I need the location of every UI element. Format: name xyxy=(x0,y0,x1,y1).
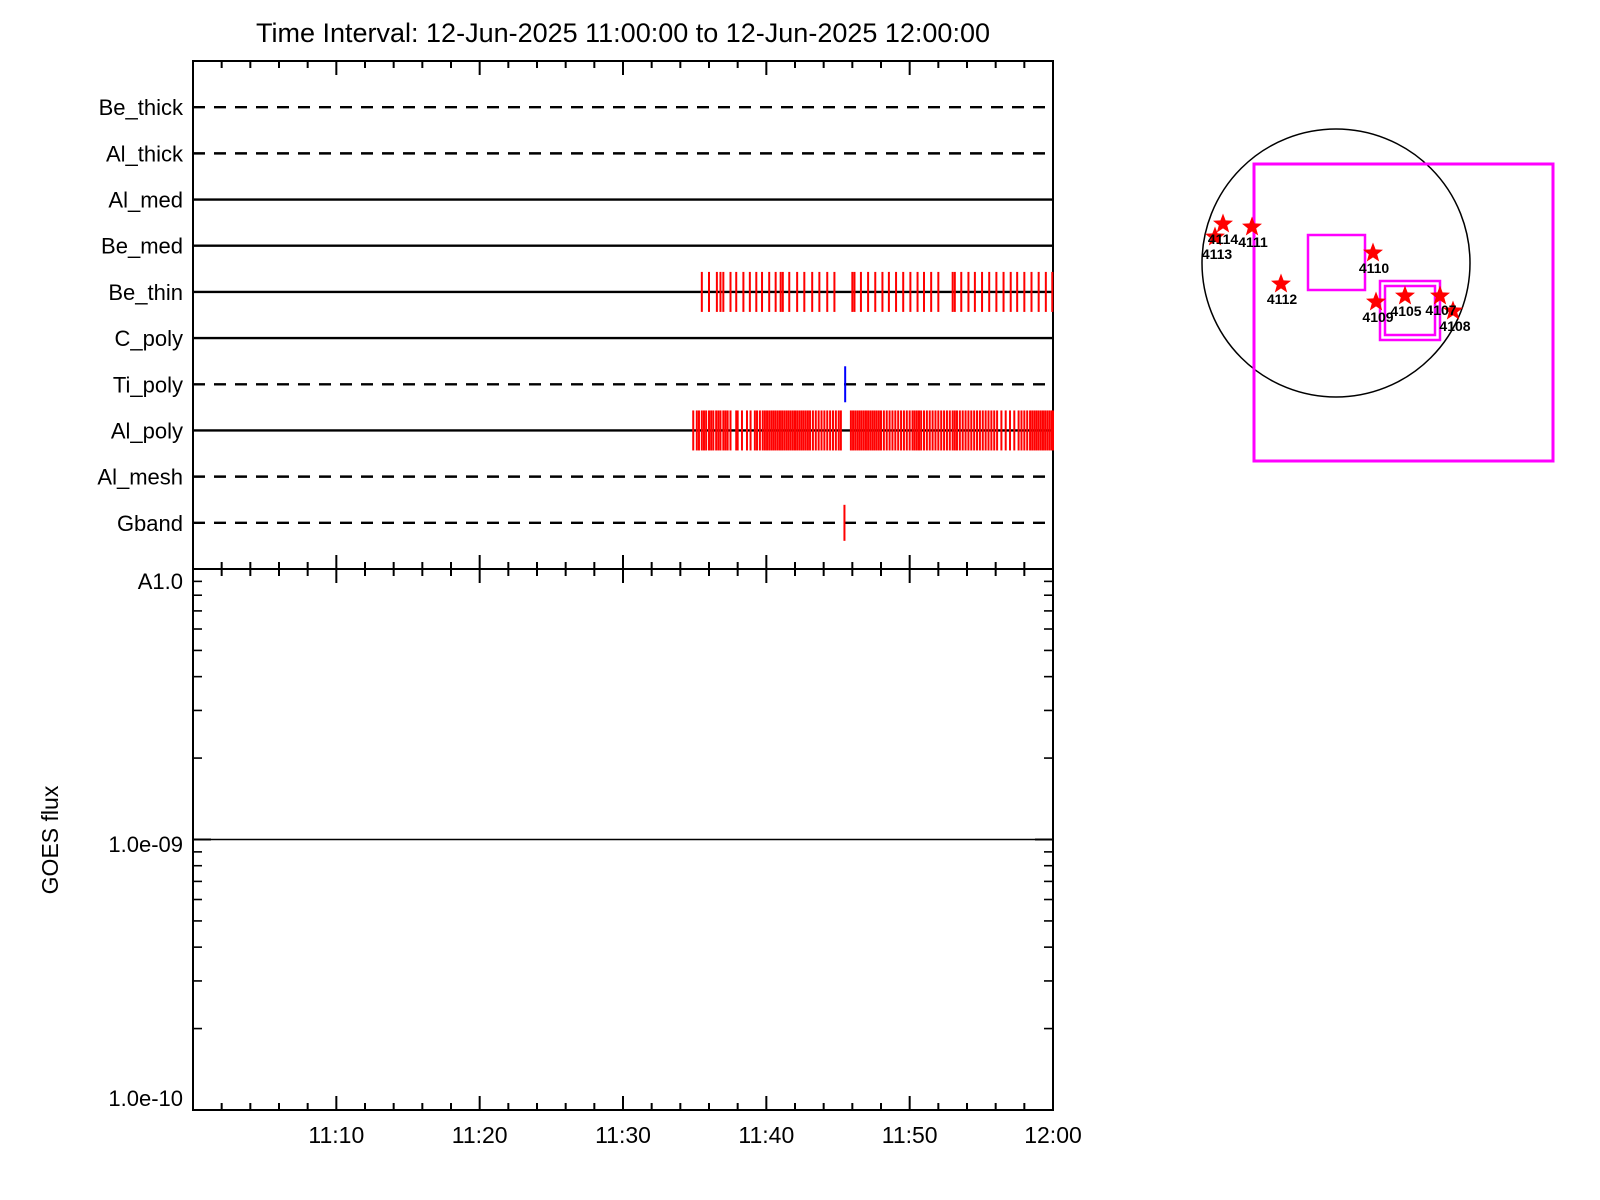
filter-row-label: Be_med xyxy=(101,234,183,259)
active-region-label: 4111 xyxy=(1238,234,1268,250)
plot-title: Time Interval: 12-Jun-2025 11:00:00 to 1… xyxy=(256,18,990,48)
active-region-label: 4114 xyxy=(1208,231,1239,247)
timeline-plot-border xyxy=(192,60,1054,570)
goes-ytick-label-1e-09: 1.0e-09 xyxy=(108,832,183,857)
filter-row-label: Al_med xyxy=(108,188,183,213)
active-region-star xyxy=(1430,285,1450,305)
x-tick-label: 11:30 xyxy=(595,1122,651,1148)
active-region-label: 4113 xyxy=(1202,246,1233,262)
active-region-label: 4108 xyxy=(1439,318,1470,334)
fov-box xyxy=(1252,162,1555,463)
x-tick-label: 11:50 xyxy=(882,1122,938,1148)
filter-row-label: Be_thick xyxy=(99,95,184,120)
active-region-star xyxy=(1242,216,1262,236)
active-region-star xyxy=(1395,285,1415,305)
goes-ytick-label-a1: A1.0 xyxy=(138,569,183,594)
fov-box-inner xyxy=(1383,284,1437,337)
active-region-label: 4107 xyxy=(1425,302,1456,318)
active-region-star xyxy=(1366,291,1386,311)
active-region-star xyxy=(1205,226,1225,246)
filter-row-label: Ti_poly xyxy=(113,372,183,397)
goes-y-axis-title: GOES flux xyxy=(37,785,63,894)
active-region-star xyxy=(1271,273,1291,293)
active-region-label: 4109 xyxy=(1362,309,1393,325)
filter-exposure-timeline-plot: Be_thick Al_thick Al_med Be_med Be_thin C_pol… xyxy=(97,60,1054,570)
filter-row-label: Al_thick xyxy=(106,141,184,166)
goes-flux-plot: 11:10 11:20 11:30 11:40 11:50 12:00 xyxy=(192,555,1082,1148)
filter-row-label: Al_poly xyxy=(111,418,183,443)
filter-row-label: Al_mesh xyxy=(97,465,183,490)
fov-box xyxy=(1378,279,1442,342)
solar-limb-circle xyxy=(1201,128,1471,398)
active-region-label: 4105 xyxy=(1390,303,1421,319)
x-tick-label: 11:40 xyxy=(738,1122,794,1148)
x-tick-label: 11:10 xyxy=(308,1122,364,1148)
filter-row-label: Gband xyxy=(117,511,183,536)
active-region-label: 4110 xyxy=(1359,260,1390,276)
x-tick-label: 11:20 xyxy=(452,1122,508,1148)
goes-ytick-label-1e-10: 1.0e-10 xyxy=(108,1086,183,1111)
fov-box xyxy=(1306,233,1367,292)
filter-row-label: Be_thin xyxy=(108,280,183,305)
active-region-star xyxy=(1213,213,1233,233)
x-tick-label: 12:00 xyxy=(1024,1122,1082,1148)
active-region-star xyxy=(1443,300,1463,320)
filter-row-label: C_poly xyxy=(115,326,183,351)
active-region-star xyxy=(1363,242,1383,262)
active-region-label: 4112 xyxy=(1267,291,1298,307)
